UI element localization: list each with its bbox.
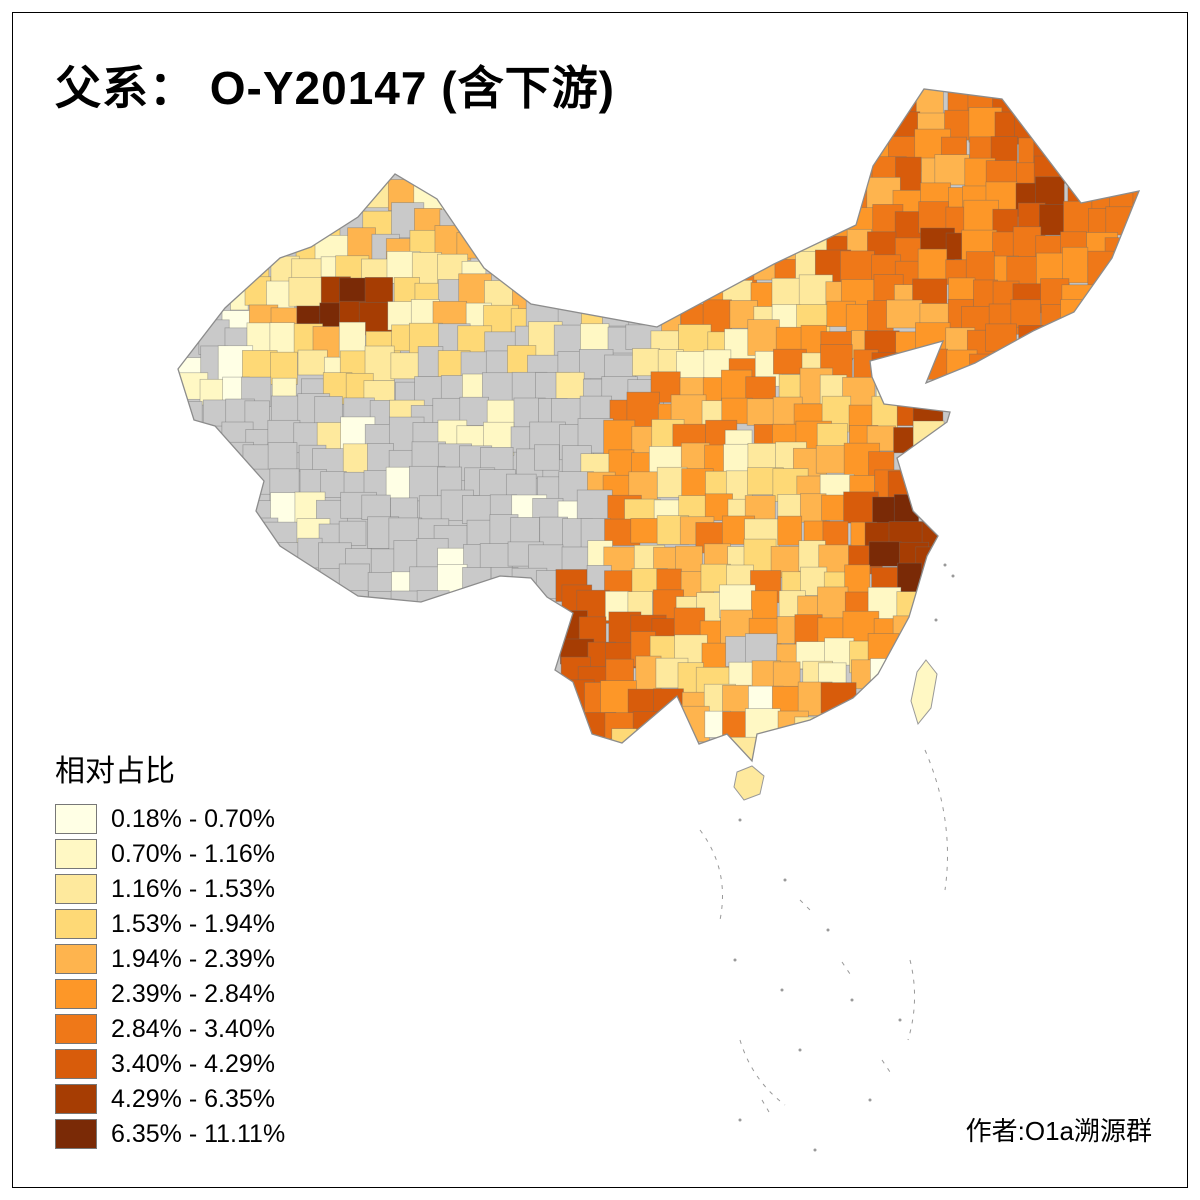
sea-islets xyxy=(733,563,955,1152)
legend-swatch xyxy=(55,944,97,974)
legend-row: 1.94% - 2.39% xyxy=(55,944,285,974)
legend-label: 4.29% - 6.35% xyxy=(111,1084,275,1113)
page-border xyxy=(12,12,1188,1188)
legend-swatch xyxy=(55,1084,97,1114)
legend-swatch xyxy=(55,874,97,904)
taiwan-island xyxy=(910,659,938,726)
legend-title: 相对占比 xyxy=(55,755,175,788)
legend-label: 0.70% - 1.16% xyxy=(111,839,275,868)
china-choropleth-map xyxy=(177,88,1141,1152)
author-credit: 作者:O1a溯源群 xyxy=(965,1116,1152,1146)
legend-row: 0.18% - 0.70% xyxy=(55,804,285,834)
legend-swatch xyxy=(55,909,97,939)
legend-row: 2.39% - 2.84% xyxy=(55,979,285,1009)
legend-label: 1.16% - 1.53% xyxy=(111,874,275,903)
legend-row: 4.29% - 6.35% xyxy=(55,1084,285,1114)
legend-label: 2.84% - 3.40% xyxy=(111,1014,275,1043)
legend-row: 1.53% - 1.94% xyxy=(55,909,285,939)
sea-boundary-dashes xyxy=(699,749,948,1113)
legend-row: 0.70% - 1.16% xyxy=(55,839,285,869)
legend-label: 1.53% - 1.94% xyxy=(111,909,275,938)
legend: 相对占比 0.18% - 0.70% 0.70% - 1.16% 1.16% -… xyxy=(55,746,285,1154)
legend-swatch xyxy=(55,1049,97,1079)
legend-row: 1.16% - 1.53% xyxy=(55,874,285,904)
legend-label: 2.39% - 2.84% xyxy=(111,979,275,1008)
legend-row: 2.84% - 3.40% xyxy=(55,1014,285,1044)
legend-label: 0.18% - 0.70% xyxy=(111,804,275,833)
hainan-island xyxy=(733,765,765,801)
legend-rows: 0.18% - 0.70% 0.70% - 1.16% 1.16% - 1.53… xyxy=(55,804,285,1149)
legend-label: 3.40% - 4.29% xyxy=(111,1049,275,1078)
legend-row: 6.35% - 11.11% xyxy=(55,1119,285,1149)
legend-swatch xyxy=(55,804,97,834)
legend-label: 1.94% - 2.39% xyxy=(111,944,275,973)
legend-row: 3.40% - 4.29% xyxy=(55,1049,285,1079)
page-title: 父系： O-Y20147 (含下游) xyxy=(55,62,615,114)
legend-swatch xyxy=(55,979,97,1009)
legend-swatch xyxy=(55,1119,97,1149)
legend-swatch xyxy=(55,1014,97,1044)
legend-label: 6.35% - 11.11% xyxy=(111,1119,286,1148)
legend-swatch xyxy=(55,839,97,869)
